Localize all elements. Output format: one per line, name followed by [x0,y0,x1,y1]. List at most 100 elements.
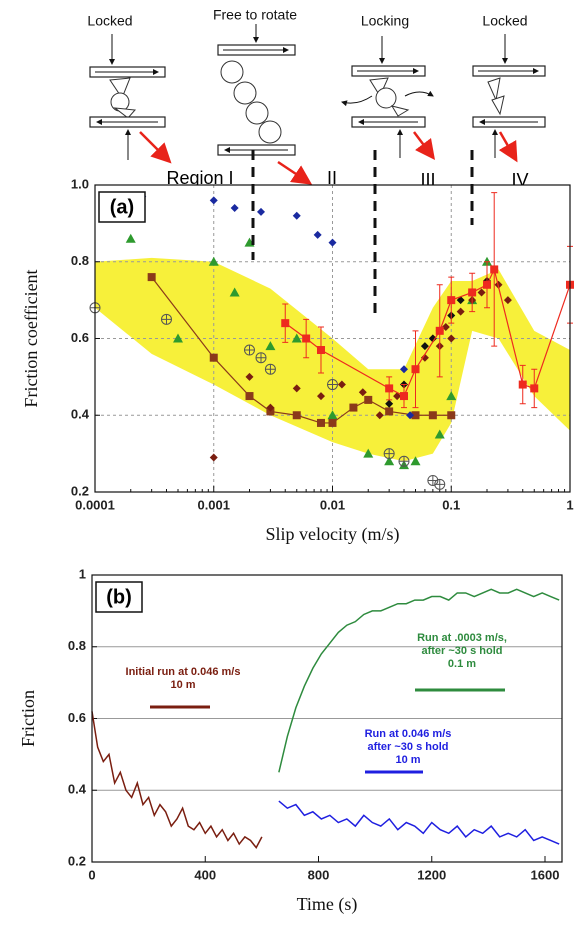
diagram-label: Locking [361,13,409,29]
panel-label: (a) [110,196,134,218]
annotation: Run at 0.046 m/s [365,728,452,740]
point [125,233,136,243]
point [399,365,408,374]
point [208,256,219,266]
point [292,411,301,420]
point [441,322,450,331]
diagram-label: Locked [482,13,527,29]
y-tick-label: 0.8 [68,638,86,653]
point [383,448,395,460]
point [147,273,156,282]
point [327,410,338,420]
point [447,296,456,305]
panel-label: (b) [106,586,132,608]
point [364,395,373,404]
series-line [284,267,571,397]
diagrams: Locked Free to rotate Locking Locked [87,7,546,190]
annotation: 10 m [170,679,195,691]
point [428,411,437,420]
point [398,455,410,467]
plot: 0.2 0.4 0.6 0.8 1 0 400 800 1200 1600 Initial run … [18,566,563,915]
point [255,352,267,364]
point [420,353,429,362]
point [456,307,465,316]
point [328,238,337,247]
point [265,341,276,351]
x-axis-label: Time (s) [297,894,358,915]
point [245,392,254,401]
series-line [278,800,560,845]
point [411,365,420,374]
annotation: after ~30 s hold [367,741,448,753]
point [363,448,374,458]
y-tick-label: 1 [79,566,86,581]
point [316,346,325,355]
x-tick-label: 1600 [531,867,560,882]
x-axis-label: Slip velocity (m/s) [266,524,400,545]
y-tick-label: 0.2 [68,853,86,868]
panel-label-box [95,581,143,613]
y-tick-label: 0.2 [71,483,89,498]
point [337,380,346,389]
point [264,363,276,375]
x-tick-label: 0.1 [442,497,460,512]
point [229,287,240,297]
diagram-label: Free to rotate [213,7,297,23]
x-tick-label: 0.001 [197,497,230,512]
y-tick-label: 0.4 [71,407,90,422]
series-line [278,588,560,773]
point [530,384,539,393]
point [358,388,367,397]
point [385,407,394,416]
point [209,353,218,362]
point [428,334,437,343]
point [435,326,444,335]
x-tick-label: 1 [566,497,573,512]
point [266,403,275,412]
y-tick-label: 0.4 [68,782,87,797]
point [316,418,325,427]
annotation: Initial run at 0.046 m/s [126,666,241,678]
region-label: II [327,168,337,188]
point [160,313,172,325]
point [291,333,302,343]
point [384,456,395,466]
point [209,453,218,462]
point [447,334,456,343]
region-label: Region I [166,168,233,188]
point [375,411,384,420]
point [447,411,456,420]
point [420,342,429,351]
diagram-4 [472,34,546,163]
x-tick-label: 400 [194,867,216,882]
point [446,391,457,401]
annotation: Run at .0003 m/s, [417,632,507,644]
annotation: 0.1 m [448,658,476,670]
y-tick-label: 0.6 [68,710,86,725]
point [327,379,339,390]
point [411,411,420,420]
point [316,392,325,401]
point [230,204,239,213]
point [292,211,301,220]
panel-label-box [98,191,146,223]
y-tick-label: 0.8 [71,253,89,268]
diagram-label: Locked [87,13,132,29]
point [434,429,445,439]
region-dividers [251,150,474,320]
y-tick-label: 0.6 [71,330,89,345]
point [503,296,512,305]
point [302,334,311,343]
x-tick-label: 1200 [417,867,446,882]
diagram-1 [89,34,172,164]
annotation: 10 m [395,754,420,766]
point [477,288,486,297]
diagram-3 [341,36,435,160]
point [292,384,301,393]
x-tick-label: 800 [308,867,330,882]
point [313,230,322,239]
point [385,384,394,393]
point [490,265,499,274]
plot: 0.2 0.4 0.6 0.8 1.0 0.0001 0.001 0.01 0.1 1 (a) Sli… [21,176,574,545]
point [328,418,337,427]
